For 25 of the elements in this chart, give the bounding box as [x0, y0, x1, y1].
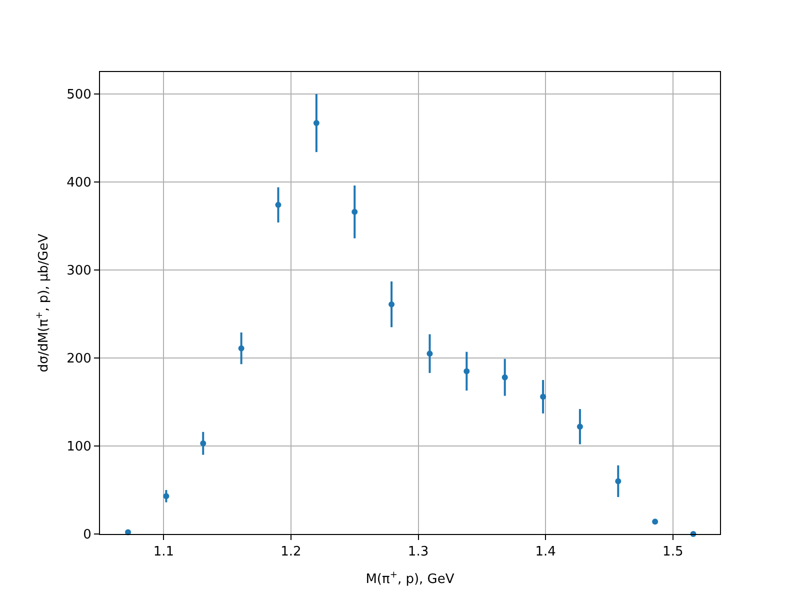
x-tick-label: 1.1	[153, 544, 174, 560]
y-tick-label: 200	[66, 352, 92, 367]
x-tick-label: 1.2	[280, 544, 302, 560]
point	[615, 478, 622, 484]
point	[200, 440, 206, 446]
x-axis-title: M(π$^{+}$, p), GeV	[366, 570, 454, 588]
point	[464, 368, 470, 374]
point	[576, 424, 583, 430]
y-tick-label: 400	[66, 176, 92, 191]
y-tick-label: 500	[66, 88, 92, 103]
y-tick-label: 0	[83, 528, 92, 543]
x-tick-label: 1.4	[535, 544, 556, 560]
x-tick-label: 1.5	[662, 544, 684, 560]
point	[163, 493, 170, 500]
point	[352, 208, 358, 215]
y-tick-label: 300	[66, 264, 92, 279]
point	[313, 120, 320, 126]
point	[540, 394, 546, 400]
point	[502, 374, 508, 380]
point	[388, 301, 395, 308]
y-tick-label: 100	[66, 440, 92, 455]
x-tick-label: 1.3	[408, 544, 429, 560]
point	[275, 202, 282, 208]
point	[238, 345, 244, 352]
point	[426, 350, 433, 357]
